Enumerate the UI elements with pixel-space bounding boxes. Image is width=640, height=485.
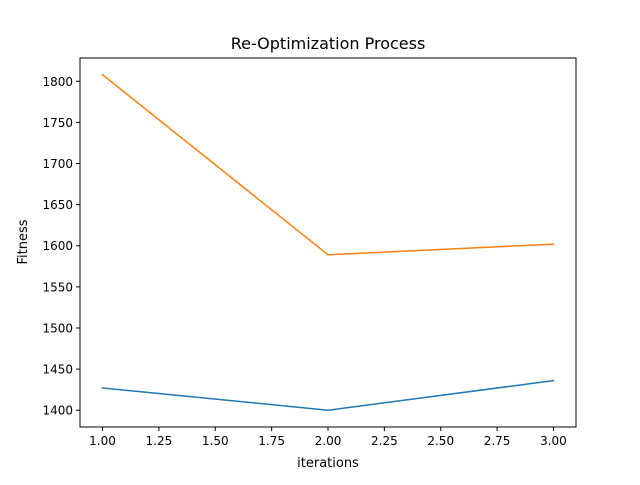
y-tick-label: 1500 <box>42 321 73 335</box>
x-tick-label: 2.25 <box>371 434 398 448</box>
chart-title: Re-Optimization Process <box>231 34 426 53</box>
x-tick-label: 2.50 <box>427 434 454 448</box>
y-tick-label: 1550 <box>42 280 73 294</box>
series-line-2 <box>101 73 555 256</box>
y-axis-label: Fitness <box>16 219 31 264</box>
x-tick-label: 1.00 <box>89 434 116 448</box>
series-layer <box>101 73 555 411</box>
y-tick-label: 1400 <box>42 404 73 418</box>
x-axis: 1.00 1.25 1.50 1.75 2.00 2.25 2.50 2.75 3.00 <box>89 427 567 448</box>
y-tick-label: 1800 <box>42 75 73 89</box>
y-tick-label: 1650 <box>42 198 73 212</box>
y-tick-label: 1700 <box>42 157 73 171</box>
y-tick-label: 1450 <box>42 363 73 377</box>
x-axis-label: iterations <box>297 456 359 471</box>
x-tick-label: 1.25 <box>146 434 173 448</box>
y-tick-label: 1600 <box>42 239 73 253</box>
x-tick-label: 2.00 <box>315 434 342 448</box>
x-tick-label: 1.50 <box>202 434 229 448</box>
y-axis: 1400 1450 1500 1550 1600 1650 1700 1750 1800 <box>42 75 80 418</box>
x-tick-label: 2.75 <box>484 434 511 448</box>
x-tick-label: 3.00 <box>540 434 567 448</box>
series-line-1 <box>101 379 555 411</box>
y-tick-label: 1750 <box>42 116 73 130</box>
x-tick-label: 1.75 <box>258 434 285 448</box>
